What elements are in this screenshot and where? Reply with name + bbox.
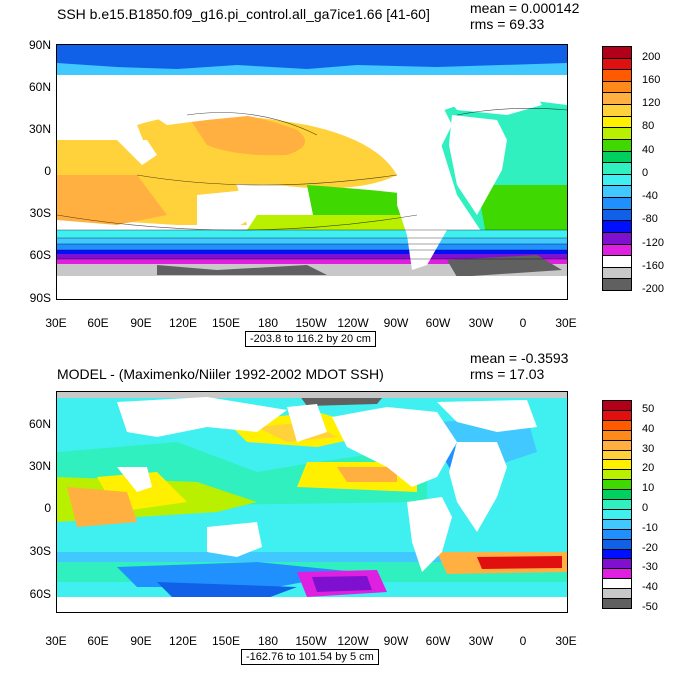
lon-label: 90E (130, 316, 152, 330)
lat-label: 90N (28, 38, 51, 52)
lon-label: 150W (295, 316, 327, 330)
panel-title: MODEL - (Maximenko/Niiler 1992-2002 MDOT… (57, 366, 384, 382)
lon-label: 60E (87, 316, 109, 330)
lat-label: 30N (28, 459, 51, 473)
world-map-ssh-difference (56, 391, 568, 613)
lon-label: 120E (168, 634, 198, 648)
model-minus-obs-panel: MODEL - (Maximenko/Niiler 1992-2002 MDOT… (0, 350, 700, 700)
contour-range-label: -162.76 to 101.54 by 5 cm (241, 649, 379, 665)
colorbar-label: -200 (642, 283, 665, 295)
lon-label: 30E (45, 316, 67, 330)
colorbar-label: 200 (642, 50, 661, 63)
colorbar-label: 40 (642, 143, 655, 156)
panel-title: SSH b.e15.B1850.f09_g16.pi_control.all_g… (57, 6, 430, 22)
lon-label: 90W (383, 316, 409, 330)
lon-label: 30W (468, 634, 494, 648)
rms-value: rms = 69.33 (470, 16, 545, 32)
colorbar-label: -40 (642, 190, 658, 203)
colorbar-label: -160 (642, 259, 665, 272)
colorbar-label: 120 (642, 97, 661, 110)
lon-label: 30E (45, 634, 67, 648)
contour-range-label: -203.8 to 116.2 by 20 cm (245, 331, 376, 347)
colorbar-label: -50 (642, 601, 658, 613)
colorbar: 200 160 120 80 40 0 -40 -80 -120 -160 -200 (602, 46, 692, 295)
world-map-ssh (56, 44, 568, 300)
lon-label: 90W (383, 634, 409, 648)
lon-label: 0 (519, 316, 527, 330)
colorbar-swatch (602, 278, 632, 291)
colorbar-label: 40 (642, 422, 655, 435)
lat-label: 90S (29, 291, 51, 305)
lon-label: 120W (337, 634, 369, 648)
lon-label: 180 (257, 634, 279, 648)
colorbar-label: 0 (642, 166, 649, 179)
lon-label: 30E (555, 316, 577, 330)
lat-label: 30S (29, 206, 51, 220)
lon-label: 120E (168, 316, 198, 330)
lon-label: 150E (211, 634, 241, 648)
colorbar-label: 160 (642, 73, 661, 86)
lat-label: 30S (29, 544, 51, 558)
colorbar-label: 30 (642, 442, 655, 455)
colorbar-label: -40 (642, 581, 658, 594)
colorbar: 50 40 30 20 10 0 -10 -20 -30 -40 -50 (602, 400, 692, 613)
lat-label: 60N (28, 80, 51, 94)
colorbar-swatch (602, 598, 632, 609)
colorbar-label: -10 (642, 521, 658, 534)
lat-label: 60S (29, 587, 51, 601)
lon-label: 0 (519, 634, 527, 648)
lon-label: 30E (555, 634, 577, 648)
colorbar-label: 80 (642, 120, 655, 133)
colorbar-label: -80 (642, 213, 658, 226)
colorbar-label: 20 (642, 462, 655, 475)
colorbar-label: 50 (642, 402, 655, 415)
colorbar-label: -30 (642, 561, 658, 574)
rms-value: rms = 17.03 (470, 366, 545, 382)
lat-label: 0 (44, 501, 51, 515)
colorbar-label: 10 (642, 482, 655, 495)
ssh-model-panel: SSH b.e15.B1850.f09_g16.pi_control.all_g… (28, 0, 692, 347)
lon-label: 180 (257, 316, 279, 330)
lon-label: 60E (87, 634, 109, 648)
lon-label: 150E (211, 316, 241, 330)
lon-label: 150W (295, 634, 327, 648)
lat-label: 0 (44, 164, 51, 178)
colorbar-label: 0 (642, 501, 649, 514)
lon-label: 30W (468, 316, 494, 330)
lat-label: 30N (28, 122, 51, 136)
lat-label: 60S (29, 248, 51, 262)
mean-value: mean = 0.000142 (470, 0, 580, 16)
lon-label: 120W (337, 316, 369, 330)
lat-label: 60N (28, 417, 51, 431)
colorbar-label: -20 (642, 541, 658, 554)
lon-label: 60W (425, 316, 451, 330)
colorbar-label: -120 (642, 236, 665, 249)
lon-label: 60W (425, 634, 451, 648)
mean-value: mean = -0.3593 (470, 350, 569, 366)
lon-label: 90E (130, 634, 152, 648)
